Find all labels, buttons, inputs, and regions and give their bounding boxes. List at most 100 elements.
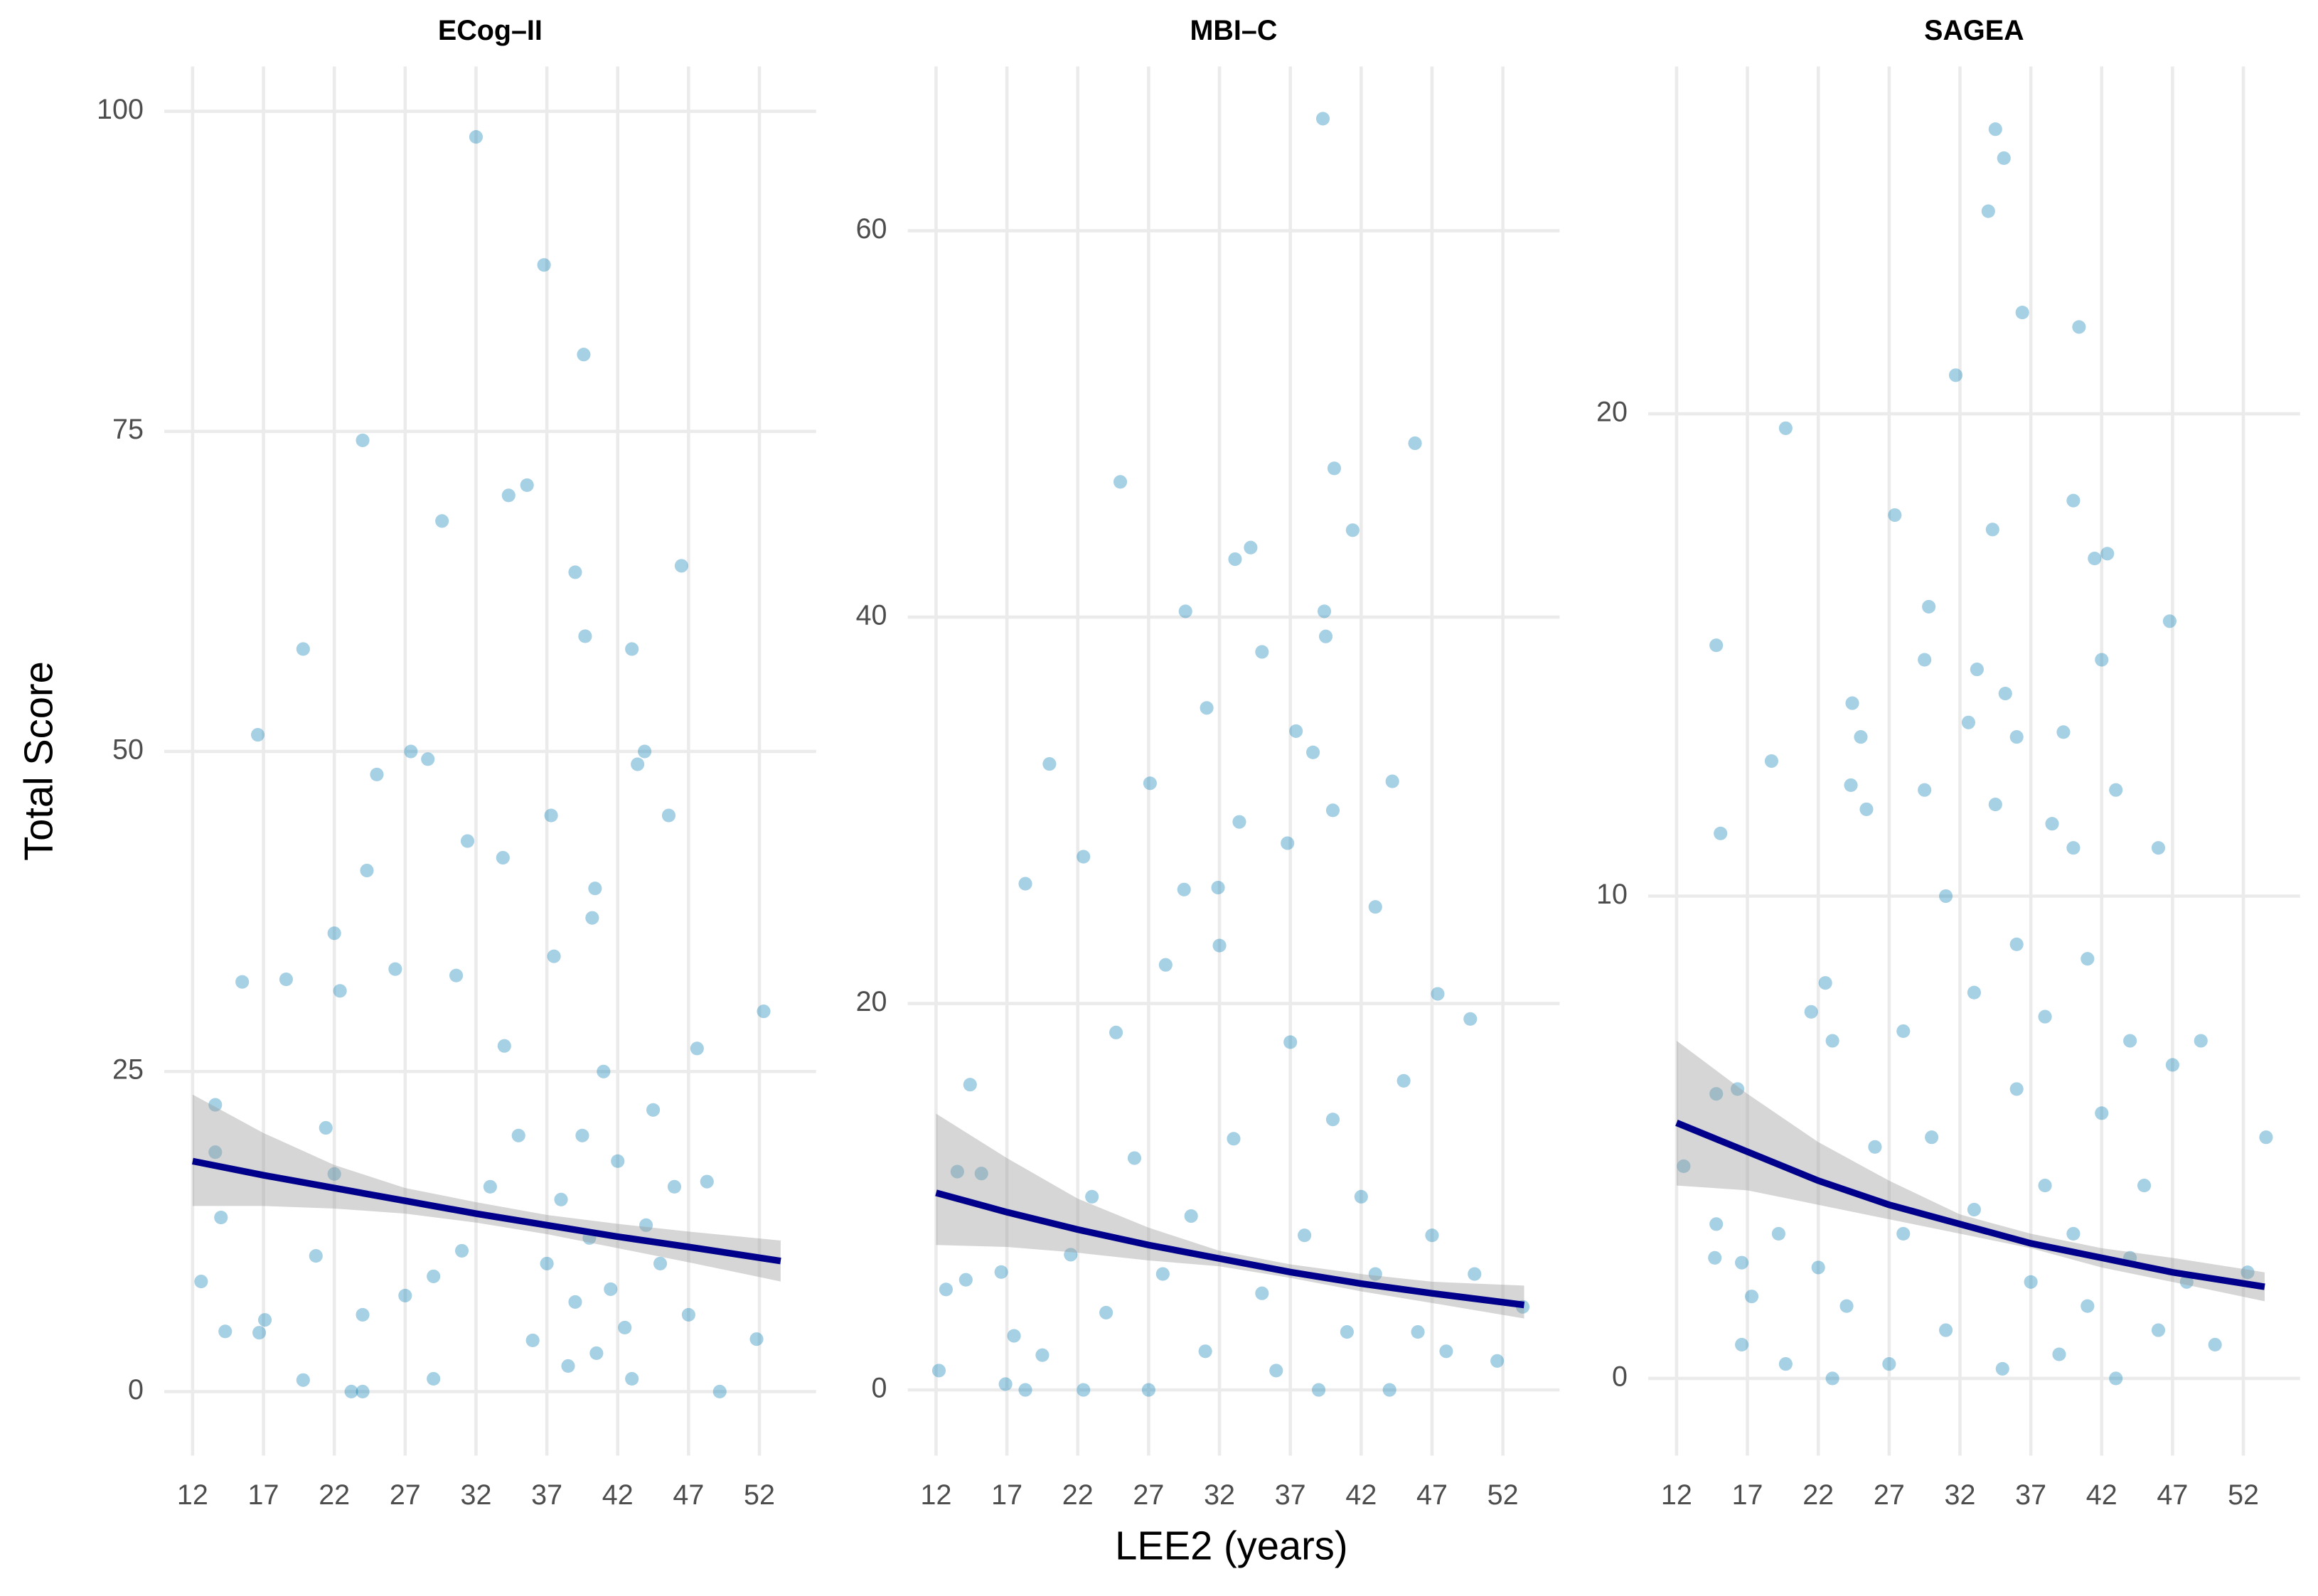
point [1708,1250,1722,1265]
point [2015,305,2029,320]
point [1143,776,1157,791]
point [208,1145,223,1159]
point [1109,1025,1123,1039]
point [749,1332,764,1346]
point [1311,1383,1326,1397]
point [1431,987,1445,1001]
point [1077,850,1091,864]
confidence-band [192,1094,781,1282]
point [950,1164,964,1179]
point [1232,815,1246,829]
point [939,1282,953,1297]
point [1228,552,1242,567]
point [1922,599,1936,614]
point [1854,730,1868,744]
y-tick-label: 10 [1596,879,1628,910]
point [1385,774,1399,788]
point [2056,725,2071,739]
point [370,767,384,782]
point [2052,1347,2066,1361]
point [257,1313,272,1327]
point [618,1320,632,1334]
point [1099,1305,1113,1319]
point [1490,1354,1505,1368]
point [2137,1179,2152,1193]
point [388,962,402,976]
point [1318,629,1333,643]
x-tick-label: 12 [177,1479,208,1511]
x-tick-label: 32 [1945,1479,1976,1511]
point [2038,1179,2052,1193]
point [1064,1248,1078,1262]
point [454,1243,469,1258]
point [1368,1267,1382,1281]
point [1868,1140,1882,1154]
point [2009,730,2024,744]
point [1818,976,1832,990]
point [1714,826,1728,840]
point [2072,320,2086,334]
point [1839,1299,1854,1313]
x-tick-label: 32 [1204,1479,1235,1511]
point [994,1265,1008,1279]
x-tick-label: 12 [1661,1479,1692,1511]
x-tick-label: 22 [1802,1479,1834,1511]
point [1744,1290,1759,1304]
point [469,130,484,144]
point [1325,1113,1340,1127]
point [2009,1082,2024,1096]
point [1178,604,1192,618]
point [1778,421,1793,435]
point [958,1273,973,1287]
point [1859,802,1874,816]
point [1127,1151,1142,1165]
point [214,1210,228,1225]
point [2100,547,2115,561]
point [1845,696,1859,710]
confidence-band [1676,1041,2265,1302]
x-tick-label: 22 [319,1479,350,1511]
y-tick-label: 40 [856,600,887,631]
point [1967,1202,1981,1217]
point [1811,1260,1825,1275]
point [1844,778,1858,793]
point [585,911,599,925]
point [1882,1357,1896,1371]
point [963,1078,977,1092]
point [435,514,449,528]
point [646,1103,661,1117]
x-tick-label: 27 [390,1479,421,1511]
point [1085,1189,1099,1204]
point [309,1249,323,1263]
y-tick-label: 75 [112,414,144,445]
x-tick-label: 37 [2015,1479,2046,1511]
point [1211,880,1225,895]
panel-title: SAGEA [1924,15,2024,46]
point [1938,889,1953,904]
point [1888,508,1902,523]
point [2066,1226,2081,1241]
point [1396,1073,1411,1088]
point [1317,604,1332,618]
point [1289,724,1303,738]
point [1198,1344,1212,1359]
x-axis-label: LEE2 (years) [1115,1523,1347,1568]
y-tick-label: 25 [112,1054,144,1086]
point [638,744,652,759]
point [501,488,516,503]
point [2151,841,2166,855]
point [356,1307,370,1322]
point [1967,985,1981,1000]
point [1306,745,1320,759]
point [327,926,341,941]
point [1315,112,1330,126]
point [568,1295,582,1309]
point [296,642,310,656]
point [1035,1348,1049,1362]
point [1281,836,1295,850]
point [483,1179,497,1194]
point [356,433,370,447]
point [700,1174,714,1189]
point [1948,368,1963,382]
